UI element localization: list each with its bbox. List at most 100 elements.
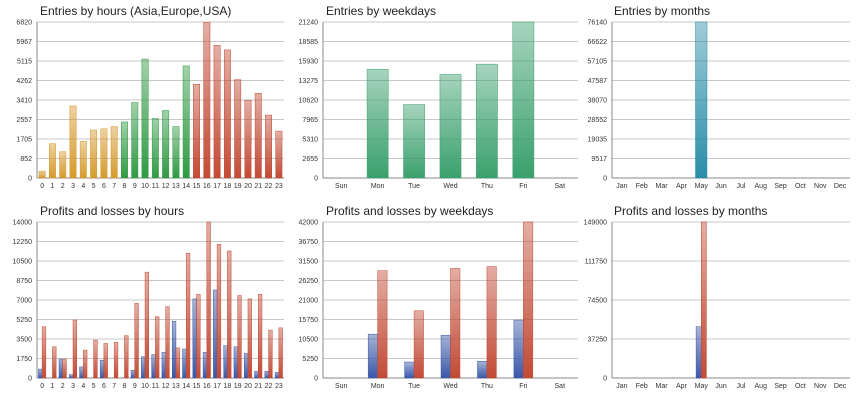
y-tick-label: 47587 xyxy=(588,78,608,85)
y-tick-label: 0 xyxy=(28,376,32,383)
bar xyxy=(275,130,283,179)
bar-series-2 xyxy=(377,270,388,379)
x-tick-label: 4 xyxy=(81,383,85,390)
x-tick-label: Nov xyxy=(814,383,827,390)
bar-series-2 xyxy=(134,303,139,379)
y-tick-label: 5115 xyxy=(17,59,32,66)
bar xyxy=(38,170,46,179)
bar-series-1 xyxy=(202,352,208,379)
x-tick-label: 13 xyxy=(172,383,180,390)
bar xyxy=(203,22,211,179)
bar xyxy=(141,58,149,179)
x-tick-label: Wed xyxy=(443,183,457,190)
chart-title: Entries by months xyxy=(614,4,710,18)
y-tick-label: 36750 xyxy=(299,239,319,246)
bar xyxy=(254,93,262,179)
x-tick-label: Dec xyxy=(834,183,847,190)
bar-series-2 xyxy=(413,310,424,379)
bar-series-1 xyxy=(254,371,259,379)
bar xyxy=(110,126,118,179)
x-tick-label: 18 xyxy=(223,383,231,390)
bar-series-1 xyxy=(192,298,197,379)
y-tick-label: 42000 xyxy=(299,220,319,227)
y-tick-label: 8750 xyxy=(16,278,32,285)
bar xyxy=(48,143,56,179)
y-tick-label: 0 xyxy=(603,376,607,383)
y-tick-label: 26250 xyxy=(299,278,319,285)
x-tick-label: 17 xyxy=(213,383,221,390)
x-tick-label: 6 xyxy=(102,383,106,390)
x-tick-label: 1 xyxy=(50,383,54,390)
bar-series-2 xyxy=(41,326,47,379)
x-tick-label: Dec xyxy=(834,383,847,390)
x-tick-label: Apr xyxy=(676,383,688,390)
bar-series-1 xyxy=(58,358,63,379)
bar-series-2 xyxy=(523,221,534,379)
bar-series-2 xyxy=(124,335,129,379)
x-tick-label: Feb xyxy=(636,383,648,390)
bar-series-1 xyxy=(79,366,84,379)
y-tick-label: 0 xyxy=(314,176,318,183)
x-tick-label: 19 xyxy=(234,183,242,190)
x-tick-label: Apr xyxy=(676,183,688,190)
bar xyxy=(193,83,200,179)
y-tick-label: 6820 xyxy=(16,20,32,27)
bar-series-1 xyxy=(513,319,524,379)
x-tick-label: 23 xyxy=(275,183,283,190)
x-tick-label: 19 xyxy=(234,383,242,390)
bar xyxy=(223,49,231,179)
y-tick-label: 852 xyxy=(20,156,32,163)
bar xyxy=(213,45,221,179)
chart-svg-2: Entries by weekdays 0 2655 5310 7965 10620 132… xyxy=(299,4,578,190)
chart-title: Profits and losses by hours xyxy=(40,204,184,218)
bar-series-1 xyxy=(130,369,136,379)
y-tick-label: 7965 xyxy=(302,117,318,124)
bar-series-1 xyxy=(99,359,105,379)
bar-series-2 xyxy=(486,266,497,379)
x-tick-label: 15 xyxy=(193,183,201,190)
x-tick-label: 12 xyxy=(162,183,170,190)
x-tick-label: 10 xyxy=(141,383,149,390)
x-tick-label: Fri xyxy=(519,183,528,190)
x-tick-label: 17 xyxy=(213,183,221,190)
x-tick-label: 15 xyxy=(193,383,201,390)
x-tick-label: 21 xyxy=(254,183,262,190)
x-tick-label: Mon xyxy=(371,183,385,190)
bar xyxy=(69,105,77,179)
y-tick-label: 3410 xyxy=(16,98,32,105)
y-tick-label: 111750 xyxy=(585,259,607,266)
bar xyxy=(512,21,535,179)
x-tick-label: 22 xyxy=(265,183,273,190)
x-tick-label: Nov xyxy=(814,183,827,190)
y-tick-label: 149000 xyxy=(584,220,607,227)
x-tick-label: 7 xyxy=(112,183,116,190)
bar-series-2 xyxy=(52,346,57,379)
x-tick-label: Jul xyxy=(736,383,745,390)
y-tick-label: 0 xyxy=(314,376,318,383)
bar-series-1 xyxy=(223,345,228,379)
x-tick-label: Jan xyxy=(616,183,627,190)
x-tick-label: Sun xyxy=(335,183,348,190)
x-tick-label: 18 xyxy=(223,183,231,190)
x-tick-label: 21 xyxy=(254,383,262,390)
x-tick-label: Feb xyxy=(636,183,648,190)
x-tick-label: 5 xyxy=(92,383,96,390)
y-tick-label: 7000 xyxy=(16,298,32,305)
y-tick-label: 1750 xyxy=(16,356,32,363)
bar-series-1 xyxy=(213,289,218,379)
x-tick-label: Sat xyxy=(555,383,566,390)
x-tick-label: 16 xyxy=(203,183,211,190)
bar-series-2 xyxy=(196,294,201,379)
x-tick-label: 0 xyxy=(40,383,44,390)
bar-series-2 xyxy=(113,342,119,379)
x-tick-label: 20 xyxy=(244,383,252,390)
x-tick-label: 14 xyxy=(182,383,190,390)
x-tick-label: Wed xyxy=(443,383,457,390)
x-tick-label: Tue xyxy=(408,383,420,390)
y-tick-label: 15750 xyxy=(299,317,319,324)
y-tick-label: 31500 xyxy=(299,259,319,266)
chart-panel-2: Entries by weekdays 0 2655 5310 7965 10620 132… xyxy=(290,0,578,200)
bar-series-1 xyxy=(38,368,43,379)
chart-panel-4: Profits and losses by hours 0 1750 3500 5250… xyxy=(0,200,284,400)
bar-series-2 xyxy=(175,347,180,379)
